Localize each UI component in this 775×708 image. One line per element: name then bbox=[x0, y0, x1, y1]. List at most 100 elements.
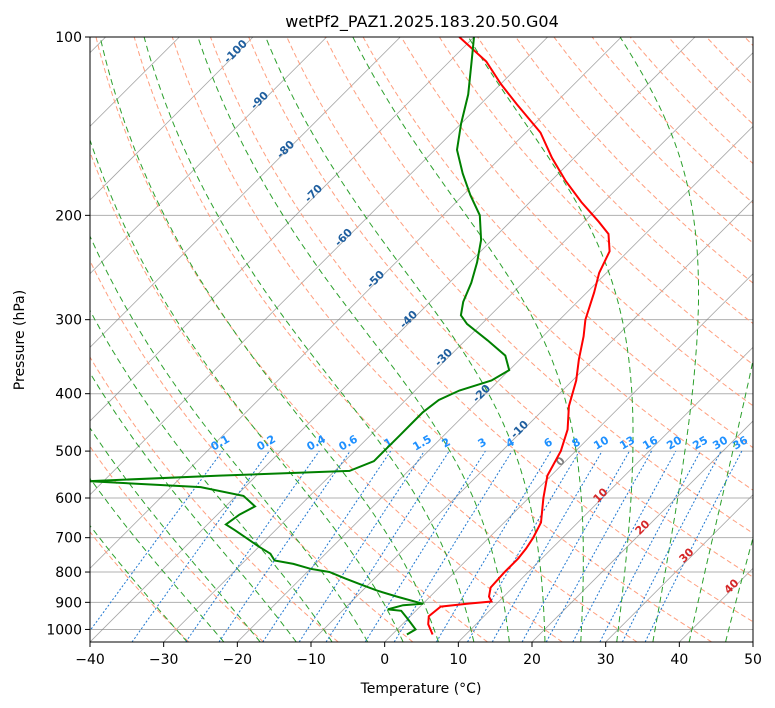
mixing-ratio-line bbox=[572, 450, 677, 642]
x-tick-label: −20 bbox=[223, 652, 253, 668]
isotherm-line bbox=[90, 37, 548, 496]
moist-adiabat-line bbox=[197, 37, 510, 642]
moist-adiabat-line bbox=[619, 37, 699, 642]
y-tick-label: 100 bbox=[55, 30, 82, 46]
dry-adiabat-line bbox=[90, 445, 264, 642]
dry-adiabat-label: -90 bbox=[248, 89, 271, 112]
dry-adiabat-line bbox=[362, 37, 753, 449]
dry-adiabat-line bbox=[553, 37, 753, 244]
x-tick-label: 0 bbox=[380, 652, 389, 668]
mixing-ratio-line bbox=[262, 450, 392, 642]
dry-adiabat-line bbox=[286, 37, 753, 534]
dry-adiabat-line bbox=[90, 531, 190, 642]
dry-adiabat-line bbox=[133, 37, 638, 642]
mixing-ratio-label: 13 bbox=[617, 434, 637, 453]
mixing-ratio-label: 16 bbox=[640, 433, 660, 452]
dry-adiabat-line bbox=[324, 37, 753, 491]
dry-adiabat-line bbox=[706, 37, 753, 86]
isotherm-line bbox=[531, 420, 753, 642]
mixing-ratio-label: 2 bbox=[440, 435, 453, 450]
mixing-ratio-line bbox=[90, 450, 223, 632]
y-tick-label: 800 bbox=[55, 565, 82, 581]
x-tick-label: 50 bbox=[744, 652, 762, 668]
dewpoint-profile-line bbox=[90, 37, 511, 636]
isotherm-line bbox=[605, 494, 753, 642]
plot-frame bbox=[89, 36, 754, 643]
x-axis-title: Temperature (°C) bbox=[360, 681, 482, 697]
dry-adiabat-line bbox=[171, 37, 712, 642]
y-tick-label: 1000 bbox=[46, 622, 82, 638]
isotherm-line bbox=[90, 37, 327, 275]
mixing-ratio-label: 10 bbox=[591, 433, 611, 452]
mixing-ratio-line bbox=[521, 450, 630, 642]
dry-adiabat-line bbox=[210, 37, 753, 623]
dry-adiabat-line bbox=[248, 37, 753, 578]
mixing-ratio-line bbox=[218, 450, 351, 642]
y-tick-label: 500 bbox=[55, 444, 82, 460]
dry-adiabat-line bbox=[90, 356, 339, 642]
moist-adiabat-line bbox=[90, 138, 404, 642]
moist-adiabat-line bbox=[90, 524, 188, 642]
x-tick-label: 10 bbox=[449, 652, 467, 668]
isotherm-line bbox=[679, 567, 753, 642]
mixing-ratio-label: 0.2 bbox=[255, 432, 278, 453]
isotherm-line bbox=[310, 199, 753, 642]
moist-adiabat-line bbox=[467, 37, 634, 642]
x-tick-label: 30 bbox=[597, 652, 615, 668]
mixing-ratio-line bbox=[298, 450, 425, 642]
moist-adiabat-line bbox=[352, 37, 584, 642]
moist-adiabat-line bbox=[725, 536, 753, 642]
x-tick-label: −40 bbox=[75, 652, 105, 668]
mixing-ratio-line bbox=[621, 450, 722, 642]
temperature-profile-line bbox=[427, 37, 611, 635]
isotherm-line bbox=[90, 37, 475, 422]
dry-adiabat-label: -70 bbox=[302, 182, 325, 205]
moist-adiabat-line bbox=[265, 37, 546, 642]
moist-adiabat-line bbox=[90, 371, 297, 642]
background-lines bbox=[90, 37, 753, 642]
mixing-ratio-label: 3 bbox=[476, 435, 489, 450]
dry-adiabat-label: -60 bbox=[332, 226, 355, 249]
isotherm-line bbox=[90, 37, 696, 642]
mixing-ratio-label: 36 bbox=[730, 433, 750, 452]
dry-adiabat-label: -100 bbox=[221, 37, 250, 66]
mixing-ratio-label: 6 bbox=[542, 435, 555, 450]
dry-adiabat-line bbox=[90, 150, 488, 642]
mixing-ratio-label: 25 bbox=[690, 434, 710, 453]
mixing-ratio-label: 0.1 bbox=[209, 432, 232, 453]
isotherm-line bbox=[90, 37, 622, 569]
moist-adiabat-line bbox=[99, 37, 439, 642]
moist-adiabat-line bbox=[143, 37, 475, 642]
y-tick-label: 600 bbox=[55, 491, 82, 507]
dry-adiabat-label: -80 bbox=[274, 138, 297, 161]
dry-adiabat-line bbox=[477, 37, 753, 325]
moist-adiabat-label: 10 bbox=[591, 485, 611, 505]
dry-adiabat-line bbox=[90, 259, 414, 642]
chart-title: wetPf2_PAZ1.2025.183.20.50.G04 bbox=[285, 12, 559, 32]
dry-adiabat-line bbox=[400, 37, 753, 407]
profile-series bbox=[90, 37, 611, 636]
moist-adiabat-label: 20 bbox=[633, 517, 653, 537]
moist-adiabat-line bbox=[90, 477, 225, 642]
dry-adiabat-label: -40 bbox=[397, 308, 420, 331]
y-tick-label: 200 bbox=[55, 208, 82, 224]
y-tick-label: 300 bbox=[55, 313, 82, 329]
isotherm-line bbox=[90, 37, 401, 348]
mixing-ratio-label: 8 bbox=[570, 435, 583, 450]
dry-adiabat-label: -50 bbox=[364, 268, 387, 291]
y-axis-title: Pressure (hPa) bbox=[12, 290, 28, 390]
mixing-ratio-label: 1.5 bbox=[411, 432, 434, 453]
moist-adiabat-label: 30 bbox=[677, 545, 697, 565]
mixing-ratio-line bbox=[393, 450, 513, 642]
y-tick-label: 700 bbox=[55, 531, 82, 547]
moist-adiabat-label: 40 bbox=[722, 576, 742, 596]
y-tick-label: 400 bbox=[55, 387, 82, 403]
isotherm-line bbox=[90, 37, 254, 201]
dry-adiabat-line bbox=[591, 37, 753, 204]
isotherm-line bbox=[384, 273, 753, 642]
moist-adiabat-line bbox=[90, 427, 261, 642]
mixing-ratio-line bbox=[545, 450, 653, 642]
mixing-ratio-label: 20 bbox=[664, 433, 684, 452]
mixing-ratio-label: 0.6 bbox=[337, 432, 361, 453]
